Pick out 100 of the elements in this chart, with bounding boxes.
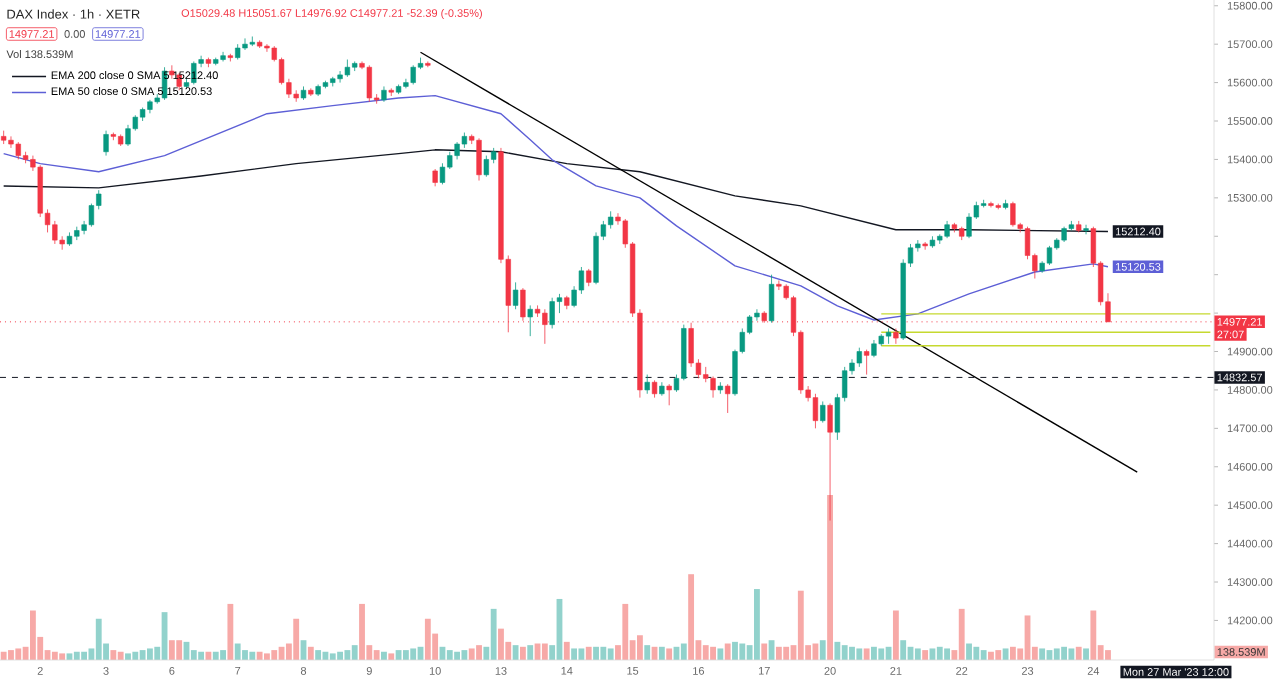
- bar: [724, 643, 731, 660]
- candlestick: [366, 64, 372, 103]
- bar: [702, 645, 709, 660]
- bar: [512, 645, 519, 660]
- bar: [856, 648, 863, 660]
- bar: [519, 646, 526, 660]
- candlestick: [410, 64, 416, 85]
- bar: [973, 646, 980, 660]
- line-series: [2, 149, 1109, 233]
- bar: [827, 495, 833, 660]
- bar: [980, 650, 987, 660]
- candlestick: [812, 393, 819, 429]
- candlestick: [885, 328, 892, 345]
- bar: [878, 648, 885, 660]
- bar: [1083, 648, 1089, 660]
- candlestick: [512, 281, 519, 310]
- candlestick: [527, 305, 533, 337]
- bar: [1068, 648, 1075, 660]
- bar: [622, 603, 629, 660]
- bar: [1105, 650, 1111, 660]
- candlestick: [1010, 201, 1016, 228]
- candlestick: [768, 274, 775, 324]
- bar: [234, 643, 241, 660]
- candlestick: [710, 376, 716, 399]
- bar: [29, 610, 36, 660]
- bar: [176, 640, 183, 660]
- bar: [498, 628, 504, 660]
- bar: [8, 650, 14, 660]
- bar: [710, 646, 716, 660]
- bar: [995, 650, 1002, 660]
- bar: [666, 648, 673, 660]
- bar: [739, 643, 746, 660]
- bar: [819, 640, 826, 660]
- bar: [461, 650, 468, 660]
- bar: [490, 608, 497, 660]
- bar: [1039, 648, 1046, 660]
- candlestick: [593, 232, 599, 285]
- bar: [395, 650, 402, 660]
- bar: [944, 648, 950, 660]
- bar: [563, 641, 570, 660]
- candlestick: [161, 66, 168, 101]
- bar: [541, 643, 548, 660]
- bar: [329, 653, 336, 660]
- candlestick: [966, 212, 972, 239]
- bar: [1002, 648, 1009, 660]
- bar: [578, 648, 585, 660]
- bar: [527, 645, 534, 660]
- bar: [293, 618, 300, 660]
- bar: [636, 635, 643, 660]
- bar: [585, 646, 592, 660]
- bar: [658, 646, 665, 660]
- bar: [410, 648, 417, 660]
- bar: [59, 653, 66, 660]
- bar: [271, 650, 278, 660]
- bar: [139, 650, 146, 660]
- bar: [783, 646, 790, 660]
- bar: [264, 653, 270, 660]
- candlestick: [52, 220, 58, 245]
- bar: [688, 574, 695, 660]
- bar: [359, 603, 365, 660]
- bar: [892, 610, 899, 660]
- bar: [307, 646, 314, 660]
- bar: [717, 648, 724, 660]
- bar: [351, 645, 358, 660]
- bar: [754, 589, 760, 660]
- bar: [914, 648, 921, 660]
- bar: [388, 653, 395, 660]
- bar: [110, 650, 117, 660]
- candlestick: [37, 164, 43, 218]
- bar: [190, 650, 197, 660]
- candlestick: [659, 381, 665, 397]
- bar: [1061, 646, 1068, 660]
- line-series: [2, 94, 1109, 321]
- bar: [468, 648, 475, 660]
- bar: [168, 640, 175, 660]
- bar: [900, 640, 907, 660]
- bar: [402, 650, 409, 660]
- bar: [1090, 610, 1097, 660]
- candlestick: [893, 328, 899, 345]
- bar: [834, 641, 841, 660]
- bar: [1053, 648, 1060, 660]
- bar: [446, 650, 453, 660]
- candlestick: [856, 347, 862, 368]
- bar: [761, 643, 768, 660]
- bar: [147, 648, 153, 660]
- candlestick: [125, 124, 131, 147]
- candlestick: [688, 322, 694, 368]
- candlestick: [1046, 245, 1053, 266]
- bar: [607, 648, 614, 660]
- bar: [424, 618, 431, 660]
- bar: [600, 646, 607, 660]
- candlestick: [476, 137, 482, 181]
- bar: [220, 650, 226, 660]
- candlestick: [483, 155, 489, 178]
- candlestick: [103, 130, 109, 156]
- bar: [227, 603, 234, 660]
- bar: [315, 650, 322, 660]
- bar: [373, 650, 380, 660]
- bar: [863, 648, 870, 660]
- bar: [922, 650, 929, 660]
